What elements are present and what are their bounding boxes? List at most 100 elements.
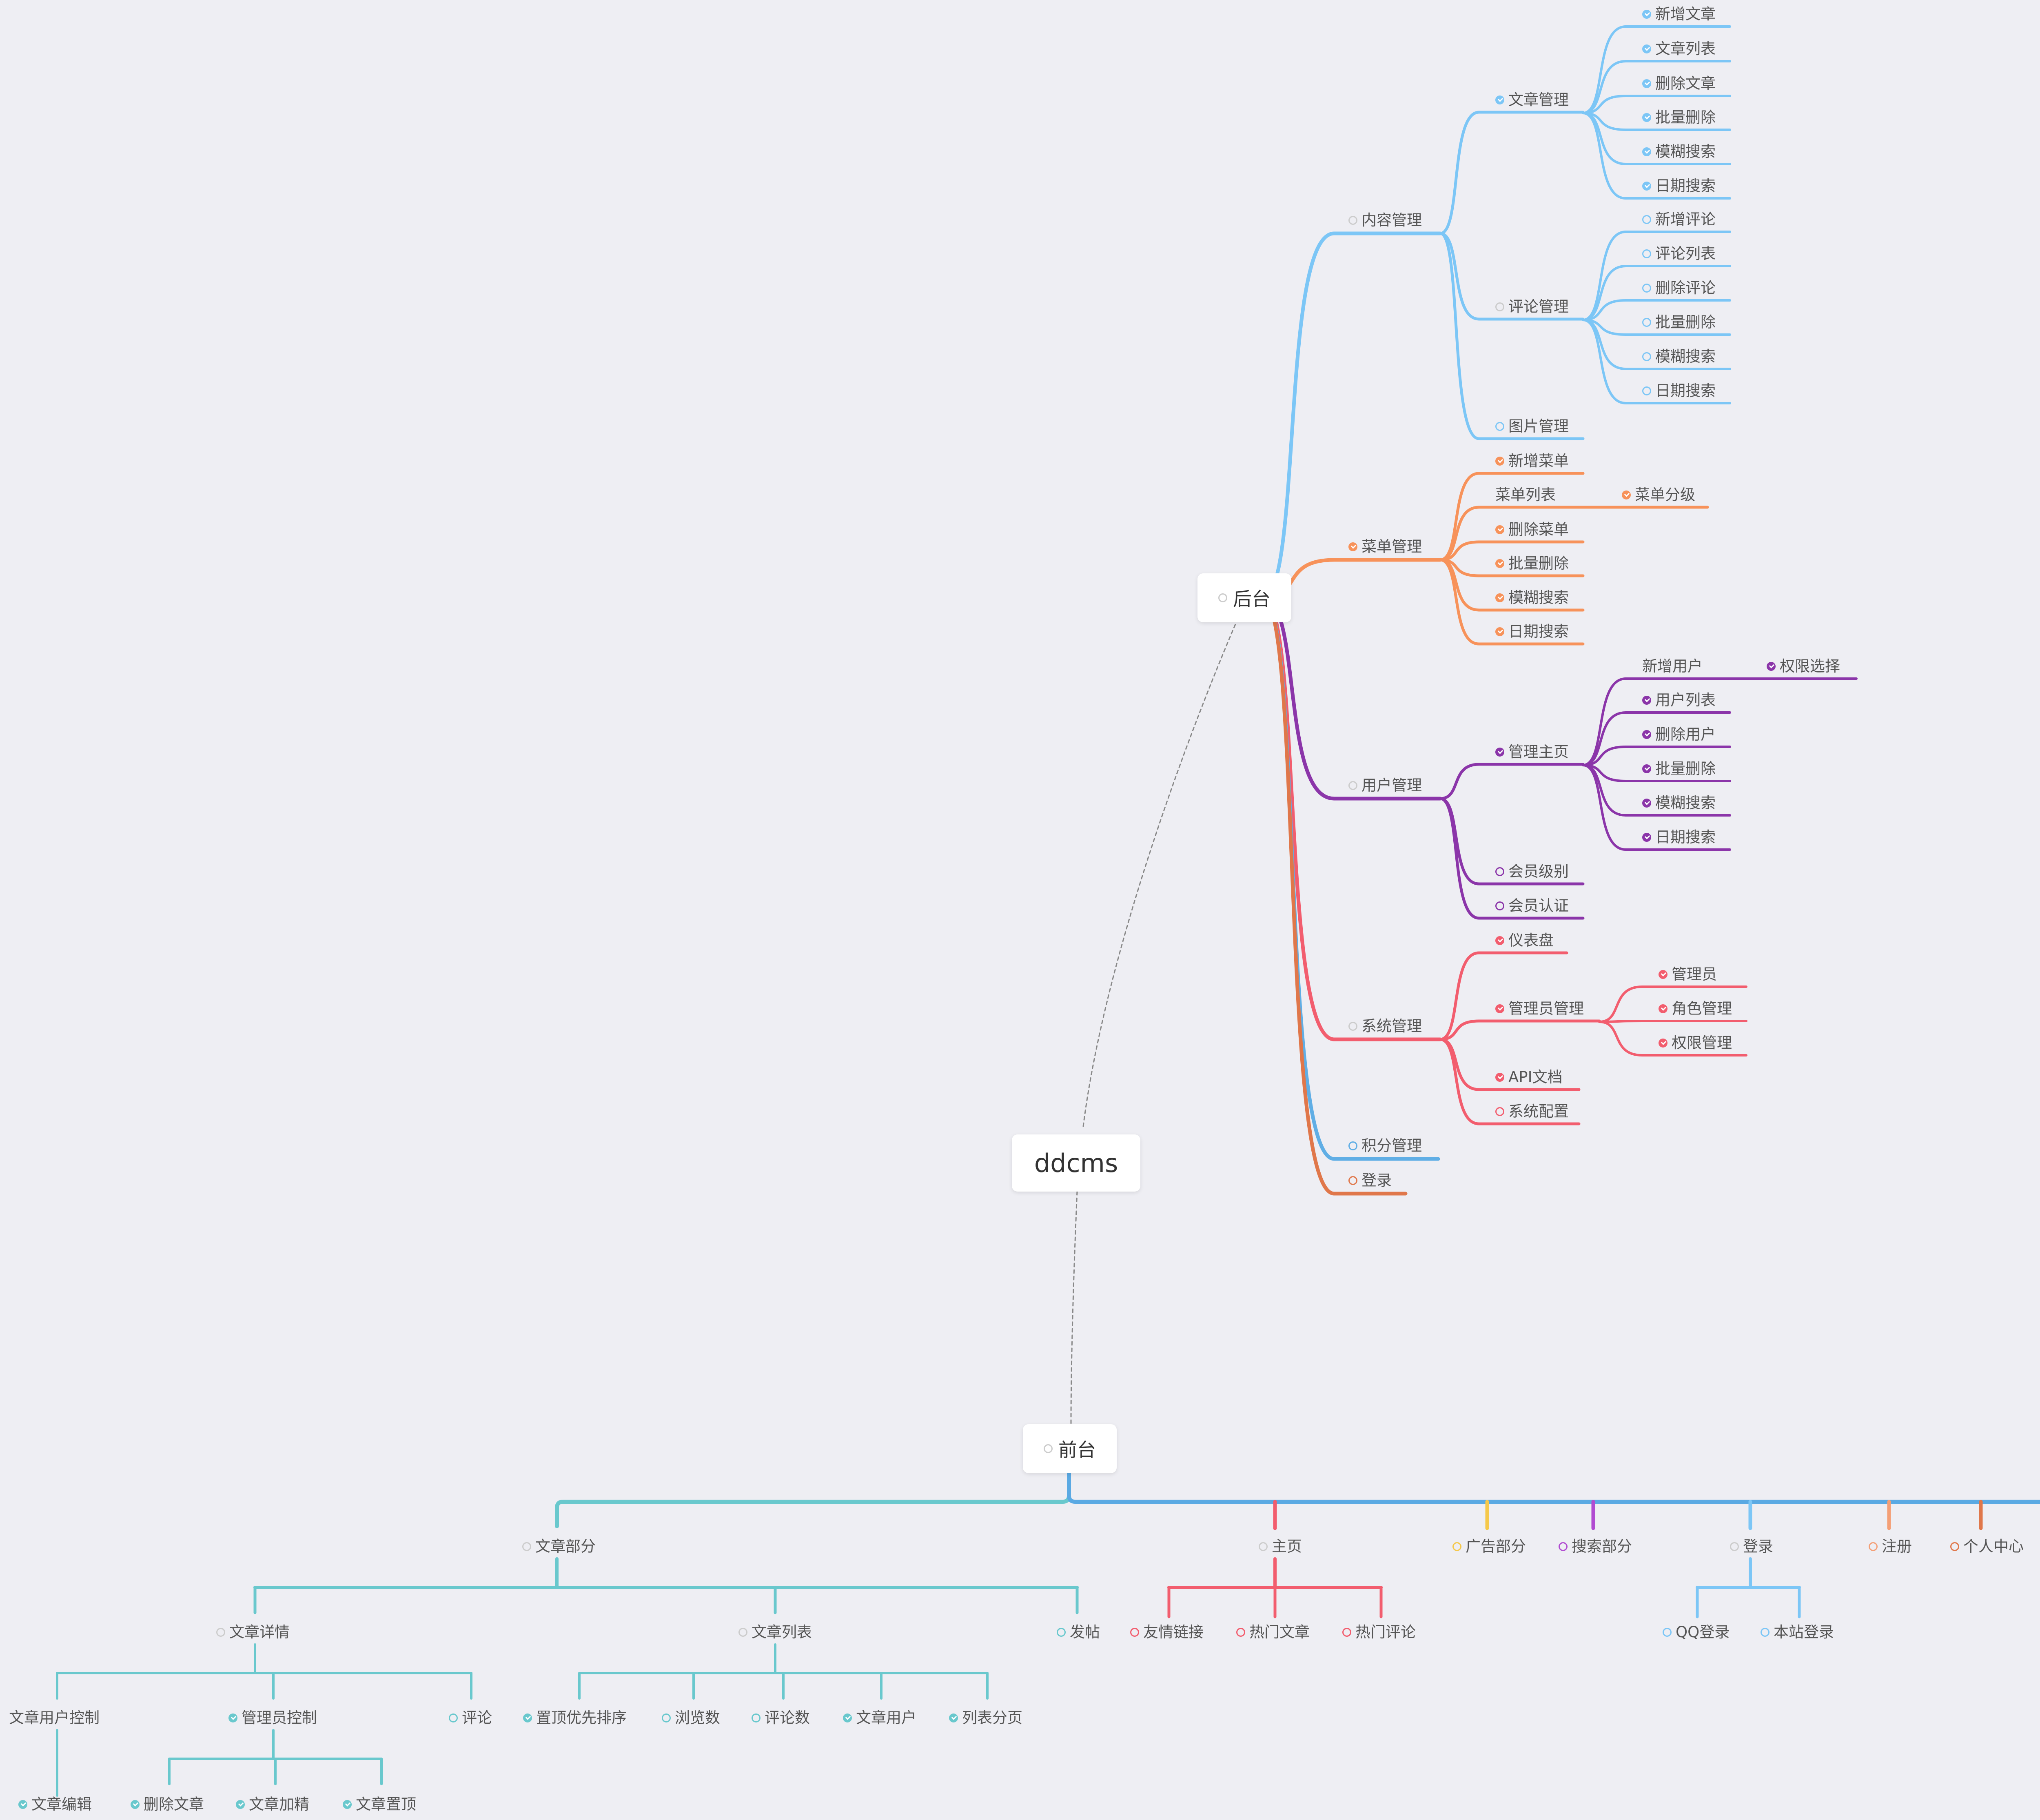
mindmap-node[interactable]: 文章管理	[1495, 90, 1569, 110]
node-label: 批量删除	[1655, 313, 1716, 331]
mindmap-node[interactable]: 日期搜索	[1642, 176, 1716, 196]
connector-line	[1439, 763, 1481, 800]
mindmap-node[interactable]: 新增菜单	[1495, 451, 1569, 471]
check-done-icon	[1495, 559, 1504, 568]
mindmap-node[interactable]: 系统配置	[1495, 1102, 1569, 1121]
mindmap-node[interactable]: 文章用户控制	[9, 1708, 100, 1728]
node-label: 文章加精	[249, 1796, 309, 1813]
node-label: 发帖	[1070, 1623, 1100, 1641]
mindmap-node[interactable]: 用户管理	[1348, 776, 1422, 795]
node-label: 本站登录	[1774, 1623, 1834, 1641]
mindmap-node[interactable]: 管理员控制	[228, 1708, 317, 1728]
mindmap-node[interactable]: 搜索部分	[1559, 1537, 1632, 1556]
node-label: 评论列表	[1655, 245, 1716, 262]
mindmap-node[interactable]: 角色管理	[1659, 999, 1732, 1019]
mindmap-node[interactable]: 图片管理	[1495, 417, 1569, 436]
mindmap-node[interactable]: 删除文章	[1642, 74, 1716, 93]
mindmap-node[interactable]: 评论	[449, 1708, 492, 1728]
mindmap-node[interactable]: 登录	[1730, 1537, 1773, 1556]
progress-partial-icon	[522, 1542, 531, 1551]
frontend-node[interactable]: 前台	[1023, 1424, 1117, 1473]
mindmap-node[interactable]: 批量删除	[1642, 108, 1716, 127]
mindmap-node[interactable]: 文章置顶	[343, 1795, 416, 1814]
mindmap-node[interactable]: 文章列表	[1642, 39, 1716, 59]
node-label: 用户管理	[1361, 777, 1422, 794]
status-empty-icon	[1663, 1628, 1672, 1637]
mindmap-node[interactable]: 广告部分	[1452, 1537, 1526, 1556]
node-label: 友情链接	[1143, 1623, 1204, 1641]
node-label: 新增菜单	[1508, 452, 1569, 470]
mindmap-node[interactable]: 模糊搜索	[1642, 142, 1716, 162]
mindmap-node[interactable]: 管理员	[1659, 965, 1717, 984]
mindmap-node[interactable]: 文章列表	[738, 1622, 812, 1642]
mindmap-node[interactable]: 评论列表	[1642, 244, 1716, 264]
mindmap-node[interactable]: 友情链接	[1130, 1622, 1204, 1642]
check-done-icon	[1495, 525, 1504, 534]
backend-node[interactable]: 后台	[1197, 573, 1291, 622]
check-done-icon	[949, 1713, 958, 1722]
mindmap-node[interactable]: 批量删除	[1642, 313, 1716, 332]
mindmap-node[interactable]: 评论管理	[1495, 297, 1569, 317]
node-label: 热门评论	[1355, 1623, 1416, 1641]
mindmap-node[interactable]: 注册	[1869, 1537, 1912, 1556]
connector-line	[1582, 231, 1627, 321]
mindmap-node[interactable]: 删除用户	[1642, 725, 1716, 744]
mindmap-node[interactable]: 文章详情	[216, 1622, 290, 1642]
mindmap-node[interactable]: 积分管理	[1348, 1136, 1422, 1156]
node-label: 浏览数	[675, 1709, 720, 1727]
mindmap-node[interactable]: 模糊搜索	[1495, 588, 1569, 608]
mindmap-node[interactable]: 文章部分	[522, 1537, 596, 1556]
node-label: 积分管理	[1361, 1137, 1422, 1154]
mindmap-node[interactable]: 菜单列表	[1495, 485, 1556, 505]
mindmap-node[interactable]: 权限管理	[1659, 1033, 1732, 1053]
mindmap-node[interactable]: 管理主页	[1495, 742, 1569, 762]
mindmap-node[interactable]: 系统管理	[1348, 1017, 1422, 1036]
mindmap-node[interactable]: 个人中心	[1950, 1537, 2024, 1556]
mindmap-node[interactable]: 本站登录	[1761, 1622, 1834, 1642]
status-empty-icon	[1869, 1542, 1878, 1551]
mindmap-node[interactable]: 浏览数	[662, 1708, 720, 1728]
mindmap-node[interactable]: 仪表盘	[1495, 931, 1554, 950]
mindmap-node[interactable]: 日期搜索	[1495, 622, 1569, 641]
mindmap-node[interactable]: 菜单分级	[1622, 485, 1695, 505]
status-empty-icon	[1342, 1628, 1351, 1637]
mindmap-node[interactable]: 文章用户	[843, 1708, 916, 1728]
mindmap-node[interactable]: 菜单管理	[1348, 537, 1422, 557]
mindmap-node[interactable]: 模糊搜索	[1642, 347, 1716, 366]
mindmap-node[interactable]: 权限选择	[1767, 657, 1840, 676]
mindmap-node[interactable]: 置顶优先排序	[523, 1708, 627, 1728]
node-label: 广告部分	[1466, 1538, 1526, 1555]
mindmap-node[interactable]: 日期搜索	[1642, 381, 1716, 401]
mindmap-node[interactable]: 会员级别	[1495, 862, 1569, 881]
mindmap-node[interactable]: 热门评论	[1342, 1622, 1416, 1642]
mindmap-node[interactable]: 会员认证	[1495, 896, 1569, 916]
mindmap-node[interactable]: 新增评论	[1642, 210, 1716, 229]
mindmap-node[interactable]: 发帖	[1057, 1622, 1100, 1642]
mindmap-node[interactable]: 日期搜索	[1642, 828, 1716, 847]
mindmap-node[interactable]: 批量删除	[1642, 759, 1716, 779]
mindmap-node[interactable]: 列表分页	[949, 1708, 1022, 1728]
mindmap-node[interactable]: 登录	[1348, 1171, 1392, 1190]
mindmap-node[interactable]: 文章编辑	[18, 1795, 92, 1814]
mindmap-node[interactable]: QQ登录	[1663, 1622, 1730, 1642]
mindmap-node[interactable]: 文章加精	[236, 1795, 309, 1814]
node-label: 权限选择	[1780, 657, 1840, 675]
mindmap-node[interactable]: 批量删除	[1495, 554, 1569, 573]
mindmap-node[interactable]: 删除菜单	[1495, 520, 1569, 539]
mindmap-node[interactable]: API文档	[1495, 1068, 1563, 1087]
mindmap-node[interactable]: 模糊搜索	[1642, 793, 1716, 813]
mindmap-node[interactable]: 主页	[1259, 1537, 1302, 1556]
mindmap-node[interactable]: 用户列表	[1642, 690, 1716, 710]
mindmap-node[interactable]: 热门文章	[1236, 1622, 1310, 1642]
mindmap-node[interactable]: 评论数	[752, 1708, 810, 1728]
mindmap-node[interactable]: 删除文章	[131, 1795, 204, 1814]
root-node[interactable]: ddcms	[1012, 1134, 1140, 1192]
progress-partial-icon	[738, 1628, 747, 1637]
check-done-icon	[1495, 1073, 1504, 1082]
mindmap-node[interactable]: 新增文章	[1642, 4, 1716, 24]
mindmap-node[interactable]: 管理员管理	[1495, 999, 1584, 1019]
mindmap-node[interactable]: 删除评论	[1642, 278, 1716, 298]
mindmap-node[interactable]: 内容管理	[1348, 211, 1422, 230]
node-label: 删除文章	[1655, 75, 1716, 92]
mindmap-node[interactable]: 新增用户	[1642, 657, 1703, 676]
